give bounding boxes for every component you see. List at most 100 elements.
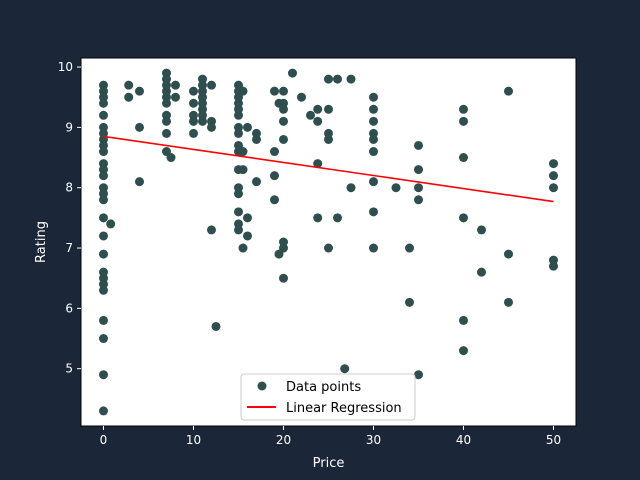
x-tick-label: 50 [546, 433, 561, 447]
data-point [549, 183, 558, 193]
x-tick-label: 0 [100, 433, 108, 447]
data-point [414, 195, 423, 205]
data-point [243, 213, 252, 223]
data-point [459, 315, 468, 325]
data-point [369, 147, 378, 157]
data-point [99, 213, 108, 223]
data-point [162, 128, 171, 138]
data-point [234, 189, 243, 199]
data-point [333, 213, 342, 223]
data-point [238, 165, 248, 175]
x-tick-label: 30 [366, 433, 381, 447]
regression-line [103, 135, 554, 203]
data-point [369, 207, 378, 217]
data-point [340, 364, 350, 374]
data-point [346, 74, 356, 84]
data-point [459, 116, 468, 126]
data-point [270, 171, 279, 181]
data-point [279, 86, 288, 96]
data-point [279, 134, 288, 144]
x-axis-ticks: 0 10 20 30 40 50 [100, 426, 561, 447]
data-point [135, 177, 144, 187]
data-point [99, 147, 108, 157]
legend-label-data-points: Data points [286, 380, 361, 395]
y-tick-label: 8 [65, 181, 73, 195]
data-point [99, 334, 108, 344]
data-point [124, 92, 134, 102]
data-point [324, 74, 333, 84]
plot-frame [80, 57, 577, 427]
legend-box [240, 373, 416, 421]
legend-marker-data-points [257, 381, 267, 391]
data-point [238, 243, 248, 253]
y-tick-label: 9 [65, 120, 73, 134]
legend-label-linear-regression: Linear Regression [286, 401, 402, 416]
data-point [369, 104, 378, 114]
y-tick-label: 5 [65, 362, 73, 376]
data-point [189, 98, 198, 108]
data-point [405, 243, 414, 253]
data-point [391, 183, 401, 193]
x-tick-label: 20 [276, 433, 291, 447]
data-point [243, 231, 252, 241]
data-point [270, 86, 279, 96]
data-point [279, 116, 288, 126]
data-point [414, 183, 423, 193]
data-point [135, 122, 144, 132]
data-point [99, 406, 108, 416]
data-point [459, 104, 468, 114]
data-point [99, 315, 108, 325]
data-point [313, 104, 323, 114]
data-point [99, 249, 108, 259]
data-point [166, 153, 176, 163]
data-point [252, 177, 261, 187]
data-point [207, 122, 216, 132]
data-point [549, 159, 558, 169]
data-point [324, 243, 333, 253]
y-axis-ticks: 5 6 7 8 9 10 [58, 60, 81, 376]
data-point [459, 346, 468, 356]
data-point [238, 86, 248, 96]
data-point [162, 116, 171, 126]
legend: Data points Linear Regression [240, 373, 416, 421]
y-tick-label: 10 [58, 60, 73, 74]
data-point [477, 225, 486, 235]
data-point [270, 195, 279, 205]
data-point [211, 321, 221, 331]
regression-line-layer [103, 135, 554, 203]
data-point [477, 267, 486, 277]
x-tick-label: 40 [456, 433, 471, 447]
data-point [324, 134, 333, 144]
data-point [369, 116, 378, 126]
data-point [306, 110, 315, 120]
data-point [369, 92, 378, 102]
data-point [270, 147, 279, 157]
data-point [99, 370, 108, 380]
data-point [162, 98, 171, 108]
data-point [504, 86, 513, 96]
data-point [135, 86, 144, 96]
data-point [106, 219, 116, 229]
data-point [279, 243, 288, 253]
data-point [207, 225, 216, 235]
data-point [234, 110, 243, 120]
y-axis-label: Rating [34, 221, 49, 263]
data-point [297, 92, 306, 102]
data-point [207, 80, 216, 90]
data-point [459, 153, 468, 163]
y-tick-label: 6 [65, 301, 73, 315]
data-point [504, 249, 513, 259]
data-point [243, 122, 252, 132]
x-tick-label: 10 [186, 433, 201, 447]
data-point [504, 297, 513, 307]
data-point [414, 370, 423, 380]
data-point [99, 231, 108, 241]
data-point [288, 68, 297, 78]
data-point [549, 261, 558, 271]
data-point [346, 183, 356, 193]
data-point [414, 140, 423, 150]
data-point [324, 104, 333, 114]
data-point [405, 297, 414, 307]
data-point [333, 74, 342, 84]
